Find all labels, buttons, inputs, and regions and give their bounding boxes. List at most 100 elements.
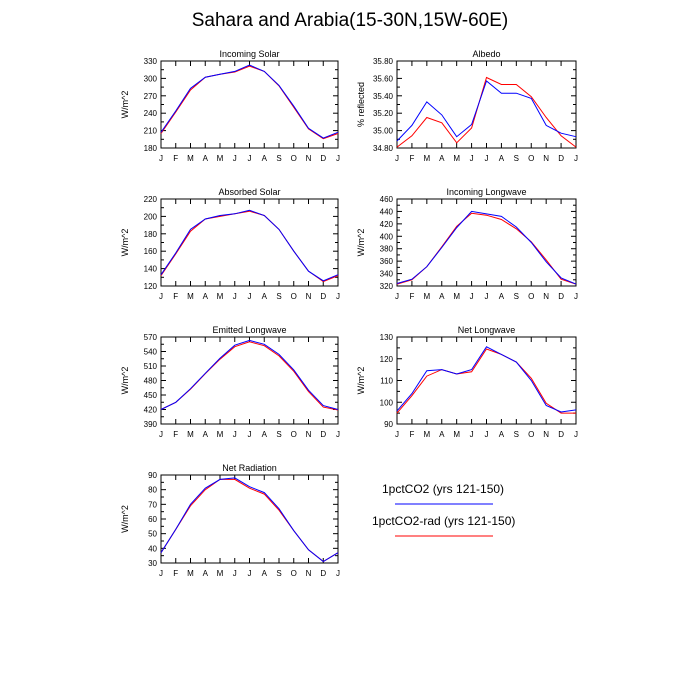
- chart-absorbed-solar-ytick-label: 120: [144, 282, 158, 291]
- chart-absorbed-solar-ytick-label: 200: [144, 212, 158, 221]
- chart-absorbed-solar-series-1pctco2-rad-yrs-121-150: [160, 210, 339, 283]
- chart-incoming-longwave: Incoming Longwave W/m^2 320 340 360 380 400 420…: [356, 187, 578, 301]
- chart-absorbed-solar-xtick-label: O: [291, 292, 297, 301]
- chart-incoming-solar-frame: [160, 60, 339, 149]
- chart-incoming-longwave-frame: [396, 198, 577, 287]
- chart-absorbed-solar-xtick-label: A: [262, 292, 268, 301]
- chart-emitted-longwave-xtick-label: D: [320, 430, 326, 439]
- chart-incoming-longwave-xtick-label: J: [485, 292, 489, 301]
- chart-net-radiation-ylabel: W/m^2: [120, 505, 130, 533]
- chart-emitted-longwave-xtick-label: F: [173, 430, 178, 439]
- chart-net-radiation-series-1pctco2-yrs-121-150: [160, 477, 339, 563]
- chart-incoming-longwave-xtick-label: J: [574, 292, 578, 301]
- chart-albedo-xtick-label: A: [439, 154, 445, 163]
- chart-net-radiation-series-1pctco2-rad-yrs-121-150: [160, 478, 339, 563]
- chart-albedo-series-1pctco2-rad-yrs-121-150: [396, 76, 577, 148]
- chart-absorbed-solar-ylabel: W/m^2: [120, 229, 130, 257]
- chart-net-longwave-xtick-label: J: [470, 430, 474, 439]
- chart-net-longwave-series-1pctco2-rad-yrs-121-150: [396, 348, 576, 414]
- chart-incoming-longwave-series-1pctco2-yrs-121-150: [396, 210, 577, 285]
- legend-label-1pctco2-rad: 1pctCO2-rad (yrs 121-150): [372, 514, 516, 528]
- chart-incoming-solar-ytick-label: 210: [144, 127, 158, 136]
- chart-incoming-longwave-ytick-label: 440: [380, 207, 394, 216]
- chart-net-longwave-ytick-label: 90: [384, 420, 393, 429]
- chart-net-longwave-xtick-label: O: [528, 430, 534, 439]
- chart-emitted-longwave: Emitted Longwave W/m^2 390 420 450 480 510 540 5…: [120, 325, 340, 439]
- chart-net-longwave-xtick-label: J: [574, 430, 578, 439]
- chart-albedo-ytick-label: 35.00: [373, 127, 394, 136]
- chart-albedo-xtick-label: J: [574, 154, 578, 163]
- chart-net-radiation-ytick-label: 50: [148, 530, 157, 539]
- chart-net-radiation-xtick-label: M: [187, 569, 194, 578]
- chart-emitted-longwave-ytick-label: 570: [144, 333, 158, 342]
- chart-emitted-longwave-xtick-label: A: [262, 430, 268, 439]
- chart-emitted-longwave-xtick-label: J: [336, 430, 340, 439]
- chart-albedo-xtick-label: F: [409, 154, 414, 163]
- chart-absorbed-solar-xtick-label: F: [173, 292, 178, 301]
- chart-net-radiation-xtick-label: A: [262, 569, 268, 578]
- chart-incoming-solar-xtick-label: M: [187, 154, 194, 163]
- chart-absorbed-solar-ytick-label: 160: [144, 247, 158, 256]
- chart-net-radiation-ytick-label: 70: [148, 500, 157, 509]
- chart-absorbed-solar-xtick-label: J: [248, 292, 252, 301]
- chart-emitted-longwave-xtick-label: M: [187, 430, 194, 439]
- chart-albedo-xtick-label: S: [514, 154, 519, 163]
- chart-incoming-solar-xtick-label: J: [233, 154, 237, 163]
- chart-albedo-xtick-label: J: [485, 154, 489, 163]
- chart-albedo-xtick-label: N: [543, 154, 549, 163]
- chart-albedo-frame: [396, 60, 577, 149]
- chart-incoming-solar-ytick-label: 270: [144, 92, 158, 101]
- chart-incoming-longwave-xtick-label: J: [395, 292, 399, 301]
- chart-emitted-longwave-ytick-label: 510: [144, 362, 158, 371]
- chart-absorbed-solar-xtick-label: D: [320, 292, 326, 301]
- chart-net-longwave-xtick-label: S: [514, 430, 519, 439]
- chart-net-radiation-xtick-label: J: [336, 569, 340, 578]
- chart-emitted-longwave-series-1pctco2-rad-yrs-121-150: [160, 341, 339, 411]
- chart-albedo-xtick-label: J: [395, 154, 399, 163]
- chart-incoming-solar-xtick-label: D: [320, 154, 326, 163]
- chart-incoming-solar-title: Incoming Solar: [219, 49, 279, 59]
- chart-incoming-longwave-ytick-label: 460: [380, 195, 394, 204]
- chart-absorbed-solar-xtick-label: J: [233, 292, 237, 301]
- chart-albedo-ytick-label: 35.60: [373, 74, 394, 83]
- chart-incoming-longwave-ylabel: W/m^2: [356, 229, 366, 257]
- chart-net-radiation-xtick-label: D: [320, 569, 326, 578]
- chart-albedo-ytick-label: 35.40: [373, 92, 394, 101]
- chart-incoming-longwave-xtick-label: D: [558, 292, 564, 301]
- chart-net-longwave-xtick-label: N: [543, 430, 549, 439]
- chart-incoming-solar-xtick-label: J: [336, 154, 340, 163]
- chart-absorbed-solar-ytick-label: 140: [144, 265, 158, 274]
- chart-albedo-xtick-label: D: [558, 154, 564, 163]
- chart-emitted-longwave-xtick-label: N: [306, 430, 312, 439]
- chart-incoming-longwave-xtick-label: F: [409, 292, 414, 301]
- chart-incoming-solar-series-1pctco2-rad-yrs-121-150: [160, 65, 339, 140]
- chart-emitted-longwave-xtick-label: M: [217, 430, 224, 439]
- chart-net-radiation-xtick-label: J: [248, 569, 252, 578]
- chart-absorbed-solar-xtick-label: S: [276, 292, 281, 301]
- chart-incoming-longwave-xtick-label: S: [514, 292, 519, 301]
- legend-label-1pctco2: 1pctCO2 (yrs 121-150): [382, 482, 505, 496]
- chart-net-longwave-series-1pctco2-yrs-121-150: [396, 346, 577, 413]
- chart-incoming-solar-ylabel: W/m^2: [120, 91, 130, 119]
- chart-net-longwave-ytick-label: 120: [380, 355, 394, 364]
- chart-net-longwave-ylabel: W/m^2: [356, 367, 366, 395]
- chart-net-radiation-ytick-label: 60: [148, 515, 157, 524]
- chart-incoming-longwave-xtick-label: O: [528, 292, 534, 301]
- chart-emitted-longwave-xtick-label: A: [203, 430, 209, 439]
- chart-net-radiation-ytick-label: 80: [148, 486, 157, 495]
- chart-net-longwave-xtick-label: A: [499, 430, 505, 439]
- chart-incoming-longwave-ytick-label: 380: [380, 245, 394, 254]
- chart-albedo-xtick-label: M: [423, 154, 430, 163]
- chart-albedo-series-1pctco2-yrs-121-150: [396, 80, 577, 142]
- chart-emitted-longwave-series-1pctco2-yrs-121-150: [160, 339, 339, 410]
- chart-albedo-xtick-label: M: [453, 154, 460, 163]
- chart-absorbed-solar-xtick-label: M: [187, 292, 194, 301]
- chart-emitted-longwave-ytick-label: 450: [144, 391, 158, 400]
- chart-net-radiation-xtick-label: N: [306, 569, 312, 578]
- chart-incoming-solar-xtick-label: A: [262, 154, 268, 163]
- chart-net-radiation-xtick-label: F: [173, 569, 178, 578]
